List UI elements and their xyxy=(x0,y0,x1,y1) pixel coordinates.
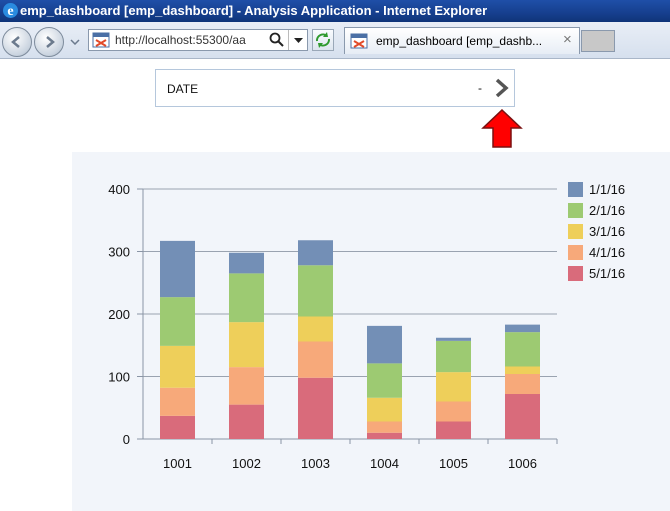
bar-segment xyxy=(160,387,195,416)
x-tick-label: 1003 xyxy=(301,456,330,471)
bar-segment xyxy=(505,394,540,439)
legend-label: 5/1/16 xyxy=(589,266,626,281)
bar-segment xyxy=(298,377,333,439)
y-tick-label: 200 xyxy=(108,307,130,322)
bar-segment xyxy=(367,432,402,439)
legend-swatch xyxy=(568,203,583,218)
bar-segment xyxy=(229,322,264,368)
y-tick-label: 100 xyxy=(108,370,130,385)
close-icon[interactable]: × xyxy=(563,31,572,48)
legend-label: 2/1/16 xyxy=(589,203,626,218)
bar-segment xyxy=(160,240,195,298)
x-tick-label: 1001 xyxy=(163,456,192,471)
date-filter-value: - xyxy=(478,81,482,95)
legend-swatch xyxy=(568,182,583,197)
bar-segment xyxy=(298,341,333,378)
bar-segment xyxy=(298,316,333,342)
chevron-right-icon[interactable] xyxy=(493,78,511,98)
tab-emp-dashboard[interactable]: emp_dashboard [emp_dashb... × xyxy=(344,27,580,54)
legend-label: 3/1/16 xyxy=(589,224,626,239)
y-tick-label: 0 xyxy=(123,432,130,447)
bar-segment xyxy=(229,252,264,274)
bar-segment xyxy=(367,397,402,422)
bar-segment xyxy=(367,325,402,364)
bar-segment xyxy=(160,415,195,439)
tab-label: emp_dashboard [emp_dashb... xyxy=(376,34,543,48)
date-filter: DATE - xyxy=(155,69,515,107)
back-button[interactable] xyxy=(2,27,32,57)
bar-segment xyxy=(436,340,471,373)
page-icon xyxy=(92,32,110,48)
refresh-icon xyxy=(316,32,330,48)
bar-segment xyxy=(298,265,333,317)
legend-label: 1/1/16 xyxy=(589,182,626,197)
bar-segment xyxy=(367,363,402,398)
svg-text:e: e xyxy=(7,4,13,19)
history-dropdown-icon[interactable] xyxy=(70,39,80,45)
url-text[interactable]: http://localhost:55300/aa xyxy=(115,33,246,47)
bar-segment xyxy=(229,404,264,439)
legend-label: 4/1/16 xyxy=(589,245,626,260)
date-filter-label: DATE xyxy=(167,82,199,96)
new-tab-button[interactable] xyxy=(581,30,615,52)
refresh-button[interactable] xyxy=(312,29,334,51)
x-tick-label: 1005 xyxy=(439,456,468,471)
forward-button[interactable] xyxy=(34,27,64,57)
red-up-arrow-icon xyxy=(481,109,523,148)
bar-segment xyxy=(505,324,540,333)
bar-segment xyxy=(160,345,195,388)
bar-segment xyxy=(505,374,540,394)
bar-segment xyxy=(436,372,471,402)
internet-explorer-icon: e xyxy=(2,2,19,19)
bar-segment xyxy=(505,332,540,367)
search-icon[interactable] xyxy=(268,32,286,48)
x-tick-label: 1006 xyxy=(508,456,537,471)
bar-segment xyxy=(229,367,264,405)
window-title: emp_dashboard [emp_dashboard] - Analysis… xyxy=(20,3,488,18)
browser-toolbar: http://localhost:55300/aa emp_dashboard … xyxy=(0,22,670,59)
bar-segment xyxy=(298,240,333,266)
chevron-down-icon xyxy=(294,38,303,43)
y-tick-label: 300 xyxy=(108,245,130,260)
bar-segment xyxy=(505,366,540,374)
legend-swatch xyxy=(568,224,583,239)
bar-segment xyxy=(367,421,402,433)
bar-segment xyxy=(436,421,471,439)
window-title-bar: e emp_dashboard [emp_dashboard] - Analys… xyxy=(0,0,670,22)
bar-segment xyxy=(160,297,195,346)
y-tick-label: 400 xyxy=(108,182,130,197)
address-bar[interactable]: http://localhost:55300/aa xyxy=(88,29,308,51)
bar-segment xyxy=(436,337,471,341)
back-arrow-icon xyxy=(11,36,20,48)
bar-segment xyxy=(229,273,264,323)
legend-swatch xyxy=(568,245,583,260)
x-tick-label: 1004 xyxy=(370,456,399,471)
forward-arrow-icon xyxy=(46,36,55,48)
bar-segment xyxy=(436,401,471,422)
address-dropdown-button[interactable] xyxy=(288,30,308,50)
x-tick-label: 1002 xyxy=(232,456,261,471)
legend-swatch xyxy=(568,266,583,281)
page-icon xyxy=(350,33,368,49)
